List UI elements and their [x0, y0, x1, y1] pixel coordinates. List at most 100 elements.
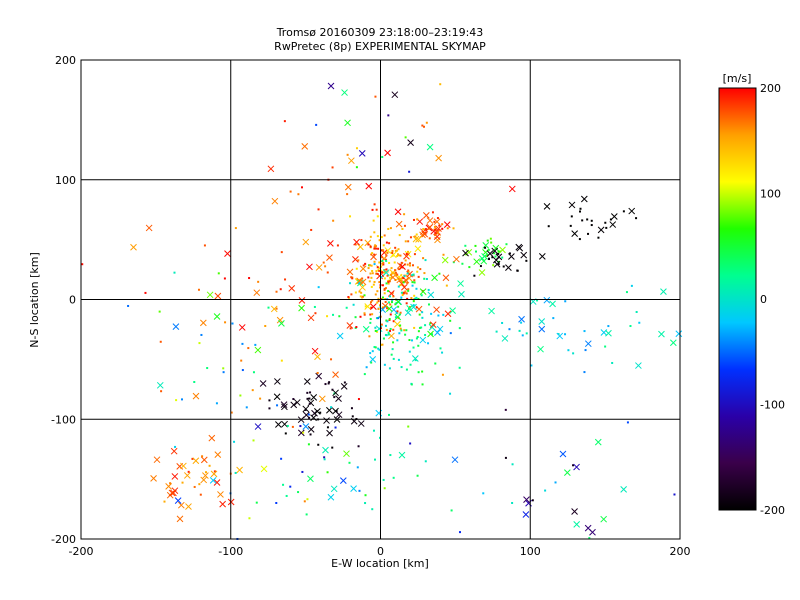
- data-point-dot: [181, 481, 184, 484]
- data-point-dot: [308, 402, 311, 405]
- data-point-dot: [380, 323, 383, 326]
- data-point-dot: [302, 431, 305, 434]
- data-point-dot: [378, 348, 381, 351]
- data-point-dot: [285, 494, 288, 497]
- data-point-dot: [240, 359, 243, 362]
- data-point-dot: [389, 303, 392, 306]
- data-point-dot: [579, 207, 582, 210]
- data-point-dot: [511, 501, 514, 504]
- data-point-dot: [501, 321, 504, 324]
- data-point-dot: [380, 297, 383, 300]
- data-point-cross: [170, 489, 177, 497]
- data-point-dot: [193, 485, 196, 488]
- data-point-dot: [368, 280, 371, 283]
- data-point-dot: [81, 263, 84, 266]
- data-point-dot: [314, 312, 317, 315]
- data-point-dot: [525, 332, 528, 335]
- data-point-dot: [493, 252, 496, 255]
- data-point-dot: [569, 224, 572, 227]
- data-point-dot: [387, 282, 390, 285]
- data-point-dot: [371, 350, 374, 353]
- data-point-dot: [410, 297, 413, 300]
- data-point-dot: [245, 406, 248, 409]
- data-point-cross: [364, 303, 372, 310]
- data-point-cross: [518, 315, 525, 323]
- data-point-cross: [431, 274, 438, 282]
- data-point-cross: [311, 347, 319, 355]
- data-point-dot: [385, 268, 388, 271]
- data-point-dot: [369, 235, 372, 238]
- data-point-dot: [578, 238, 581, 241]
- data-point-dot: [403, 224, 406, 227]
- data-point-cross: [433, 306, 440, 314]
- data-point-cross: [298, 297, 306, 304]
- data-point-cross: [260, 465, 268, 473]
- data-point-dot: [567, 349, 570, 352]
- data-point-dot: [397, 305, 400, 308]
- data-point-dot: [502, 265, 505, 268]
- data-point-cross: [522, 511, 530, 518]
- data-point-cross: [412, 235, 420, 243]
- data-point-dot: [464, 244, 467, 247]
- data-point-dot: [355, 326, 358, 329]
- data-point-cross: [344, 183, 352, 191]
- data-point-cross: [427, 330, 434, 338]
- data-point-dot: [389, 295, 392, 298]
- data-point-dot: [233, 440, 236, 443]
- data-point-dot: [394, 278, 397, 281]
- data-point-dot: [411, 274, 414, 277]
- data-point-dot: [482, 492, 485, 495]
- data-point-dot: [464, 253, 467, 256]
- data-point-dot: [511, 463, 514, 466]
- data-point-dot: [383, 288, 386, 291]
- data-point-dot: [486, 239, 489, 242]
- data-point-dot: [391, 348, 394, 351]
- data-point-dot: [284, 432, 287, 435]
- data-point-dot: [418, 313, 421, 316]
- data-point-cross: [171, 473, 179, 480]
- data-point-dot: [415, 306, 418, 309]
- data-point-cross: [185, 503, 192, 510]
- data-point-dot: [387, 331, 390, 334]
- data-point-cross: [281, 420, 288, 428]
- data-point-dot: [289, 485, 292, 488]
- chart-subtitle: RwPretec (8p) EXPERIMENTAL SKYMAP: [274, 40, 486, 53]
- data-point-cross: [407, 139, 414, 146]
- data-point-dot: [487, 257, 490, 260]
- data-point-dot: [416, 270, 419, 273]
- data-point-dot: [446, 227, 449, 230]
- data-point-dot: [398, 332, 401, 335]
- data-point-dot: [369, 318, 372, 321]
- data-point-dot: [552, 317, 555, 320]
- data-point-dot: [206, 367, 209, 370]
- data-point-dot: [367, 276, 370, 279]
- data-point-dot: [385, 287, 388, 290]
- data-point-cross: [675, 330, 683, 338]
- data-point-dot: [234, 227, 237, 230]
- data-point-cross: [571, 230, 579, 237]
- data-point-dot: [289, 190, 292, 193]
- data-point-dot: [377, 247, 380, 250]
- data-point-cross: [343, 450, 350, 458]
- data-point-cross: [382, 269, 390, 276]
- data-point-dot: [424, 333, 427, 336]
- data-point-cross: [288, 284, 296, 292]
- data-point-dot: [284, 278, 287, 281]
- data-point-cross: [357, 243, 364, 251]
- data-point-dot: [374, 346, 377, 349]
- data-point-cross: [427, 291, 435, 299]
- data-point-dot: [423, 228, 426, 231]
- data-point-cross: [358, 149, 366, 157]
- data-point-cross: [314, 408, 321, 415]
- data-point-dot: [442, 313, 445, 316]
- data-point-dot: [208, 464, 211, 467]
- data-point-dot: [402, 292, 405, 295]
- data-point-dot: [397, 248, 400, 251]
- data-point-dot: [588, 537, 591, 540]
- data-point-dot: [399, 254, 402, 257]
- data-point-dot: [200, 333, 203, 336]
- data-point-dot: [609, 218, 612, 221]
- data-point-dot: [536, 299, 539, 302]
- data-point-dot: [388, 261, 391, 264]
- data-point-dot: [354, 316, 357, 319]
